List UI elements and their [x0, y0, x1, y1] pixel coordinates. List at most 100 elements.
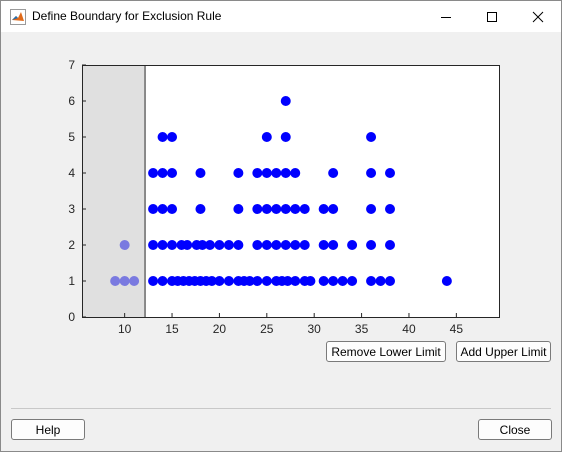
y-tick-label: 6 [68, 94, 75, 108]
data-point [223, 276, 234, 286]
x-tick-label: 35 [355, 322, 369, 336]
data-point [385, 240, 396, 250]
data-point [148, 168, 159, 178]
matlab-icon [10, 9, 26, 25]
data-point [204, 240, 215, 250]
data-point [305, 276, 316, 286]
x-axis: 10 15 20 25 30 35 40 45 [118, 313, 463, 336]
data-point [252, 204, 263, 214]
x-tick-label: 15 [165, 322, 179, 336]
data-point [385, 168, 396, 178]
x-tick-label: 20 [213, 322, 227, 336]
data-point [280, 204, 291, 214]
x-tick-label: 25 [260, 322, 274, 336]
y-tick-label: 3 [68, 202, 75, 216]
x-tick-label: 40 [402, 322, 416, 336]
excluded-data-point [129, 276, 140, 286]
data-point [441, 276, 452, 286]
data-point [157, 132, 168, 142]
data-point [157, 240, 168, 250]
data-point [318, 276, 329, 286]
data-point [328, 276, 339, 286]
y-tick-label: 1 [68, 274, 75, 288]
data-point [197, 240, 208, 250]
data-point [167, 240, 178, 250]
minimize-button[interactable] [423, 1, 469, 32]
data-point [261, 168, 272, 178]
data-point [148, 240, 159, 250]
minimize-icon [441, 16, 451, 18]
data-point [261, 276, 272, 286]
excluded-data-point [119, 276, 130, 286]
data-point [318, 204, 329, 214]
y-tick-label: 2 [68, 238, 75, 252]
data-point [271, 204, 282, 214]
divider [11, 408, 551, 409]
data-point [195, 168, 206, 178]
x-tick-label: 45 [450, 322, 464, 336]
axes-background[interactable] [82, 65, 499, 317]
data-point [290, 168, 301, 178]
data-point [271, 168, 282, 178]
data-point [318, 240, 329, 250]
data-point [157, 168, 168, 178]
excluded-data-point [110, 276, 121, 286]
x-tick-label: 30 [308, 322, 322, 336]
data-point [233, 168, 244, 178]
close-button[interactable]: Close [478, 419, 552, 440]
y-tick-label: 5 [68, 130, 75, 144]
y-tick-label: 7 [68, 58, 75, 72]
data-point [290, 204, 301, 214]
data-point [347, 240, 358, 250]
data-point [280, 168, 291, 178]
data-point [337, 276, 348, 286]
y-tick-label: 0 [68, 310, 75, 324]
data-point [148, 204, 159, 214]
remove-lower-limit-button[interactable]: Remove Lower Limit [326, 341, 446, 362]
data-point [366, 168, 377, 178]
y-tick-label: 4 [68, 166, 75, 180]
data-point [157, 276, 168, 286]
data-point [244, 276, 255, 286]
data-point [167, 132, 178, 142]
data-point [366, 276, 377, 286]
data-point [182, 240, 193, 250]
close-icon [532, 11, 544, 22]
data-point [290, 276, 301, 286]
data-point [328, 168, 339, 178]
data-point [290, 240, 301, 250]
data-point [366, 204, 377, 214]
close-window-button[interactable] [515, 1, 561, 32]
data-point [280, 96, 291, 106]
data-point [148, 276, 159, 286]
data-point [347, 276, 358, 286]
data-point [214, 240, 225, 250]
data-point [195, 204, 206, 214]
data-point [233, 240, 244, 250]
data-point [167, 204, 178, 214]
maximize-icon [487, 11, 497, 22]
data-point [252, 240, 263, 250]
title-bar[interactable]: Define Boundary for Exclusion Rule [1, 1, 561, 32]
excluded-data-point [119, 240, 130, 250]
x-tick-label: 10 [118, 322, 132, 336]
data-point [299, 240, 310, 250]
data-point [366, 240, 377, 250]
data-point [385, 204, 396, 214]
maximize-button[interactable] [469, 1, 515, 32]
data-points [148, 96, 452, 286]
data-point [206, 276, 217, 286]
data-point [261, 240, 272, 250]
data-point [261, 204, 272, 214]
data-point [282, 276, 293, 286]
data-point [385, 276, 396, 286]
add-upper-limit-button[interactable]: Add Upper Limit [456, 341, 551, 362]
data-point [328, 204, 339, 214]
data-point [375, 276, 386, 286]
data-point [252, 276, 263, 286]
help-button[interactable]: Help [11, 419, 85, 440]
data-point [233, 204, 244, 214]
